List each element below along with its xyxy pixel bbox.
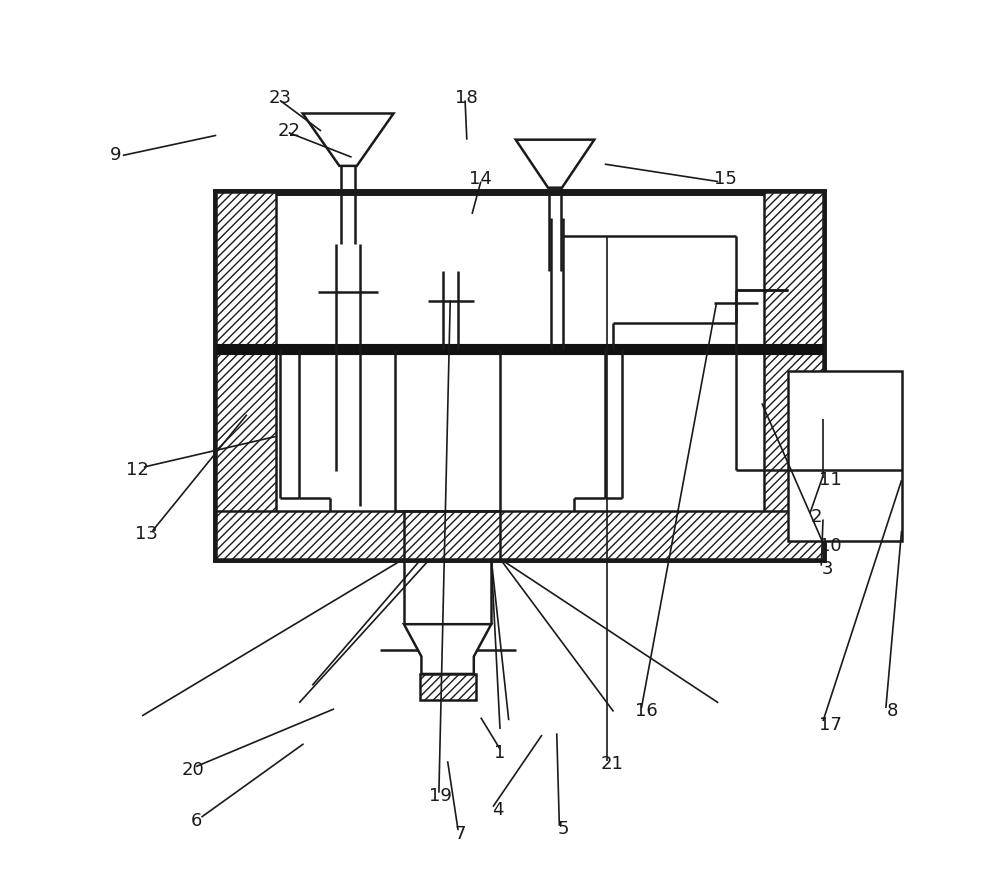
- Text: 7: 7: [455, 825, 466, 842]
- Text: 3: 3: [822, 560, 833, 578]
- Bar: [216, 192, 276, 559]
- Text: 23: 23: [269, 89, 292, 107]
- Text: 4: 4: [493, 801, 504, 819]
- Text: 6: 6: [191, 812, 202, 829]
- Bar: [404, 511, 500, 559]
- Text: 15: 15: [714, 170, 737, 188]
- Text: 2: 2: [810, 508, 822, 526]
- Text: 18: 18: [455, 89, 478, 107]
- Text: 20: 20: [181, 761, 204, 779]
- Text: 19: 19: [429, 787, 452, 805]
- Text: 16: 16: [635, 703, 658, 720]
- Text: 17: 17: [819, 716, 841, 733]
- Polygon shape: [404, 624, 491, 674]
- Text: 9: 9: [110, 147, 122, 164]
- Bar: [216, 511, 823, 559]
- Text: 22: 22: [277, 122, 300, 140]
- Polygon shape: [303, 113, 393, 166]
- Polygon shape: [516, 140, 594, 188]
- Text: 13: 13: [135, 526, 158, 543]
- Text: 1: 1: [494, 744, 506, 761]
- Text: 12: 12: [126, 461, 149, 478]
- Text: 14: 14: [469, 170, 492, 188]
- Text: 21: 21: [600, 755, 623, 773]
- Bar: [764, 192, 823, 559]
- Bar: [216, 192, 823, 559]
- Bar: [420, 674, 476, 700]
- Text: 10: 10: [819, 537, 841, 554]
- Text: 11: 11: [819, 471, 841, 489]
- Bar: [788, 371, 902, 541]
- Text: 8: 8: [887, 703, 899, 720]
- Text: 5: 5: [557, 821, 569, 838]
